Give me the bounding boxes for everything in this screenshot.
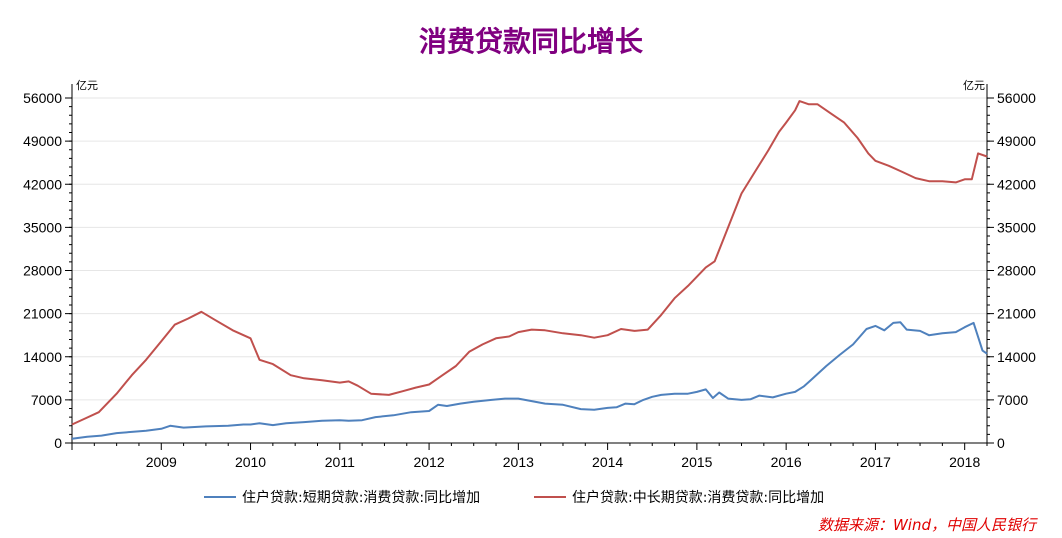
series-layer (71, 100, 988, 440)
x-tick-label-6: 2015 (681, 454, 712, 470)
x-tick-label-5: 2014 (592, 454, 623, 470)
y-tick-label-right-1: 7000 (997, 392, 1028, 408)
source-note: 数据来源：Wind，中国人民银行 (817, 516, 1036, 534)
x-tick-label-2: 2011 (325, 454, 355, 470)
legend-label-short-term: 住户贷款:短期贷款:消费贷款:同比增加 (242, 490, 481, 506)
chart-title: 消费贷款同比增长 (418, 25, 643, 58)
y-tick-label-right-0: 0 (997, 435, 1005, 451)
axes-layer: 0 0 7000 7000 14000 14000 21000 21000 28000 28000… (23, 84, 1036, 470)
y-axis-unit-right: 亿元 (963, 79, 985, 92)
legend-item-short-term: 住户贷款:短期贷款:消费贷款:同比增加 (204, 487, 480, 507)
legend-label-long-term: 住户贷款:中长期贷款:消费贷款:同比增加 (572, 490, 825, 506)
y-tick-label-left-8: 56000 (23, 90, 62, 106)
y-tick-label-right-8: 56000 (997, 90, 1036, 106)
x-tick-label-0: 2009 (146, 454, 177, 470)
grid-layer (72, 97, 987, 401)
y-tick-label-right-5: 35000 (997, 219, 1036, 235)
series-line-1 (71, 100, 988, 426)
y-tick-label-left-3: 21000 (23, 306, 62, 322)
y-tick-label-left-6: 42000 (23, 176, 62, 192)
y-tick-label-left-1: 7000 (31, 392, 62, 408)
y-tick-label-left-5: 35000 (23, 219, 62, 235)
legend-swatch-short-term (204, 496, 236, 498)
y-tick-label-left-0: 0 (54, 435, 62, 451)
y-tick-label-right-6: 42000 (997, 176, 1036, 192)
x-tick-label-1: 2010 (235, 454, 266, 470)
series-line-0 (71, 321, 988, 440)
x-tick-label-9: 2018 (949, 454, 980, 470)
x-tick-label-3: 2012 (413, 454, 444, 470)
x-tick-label-4: 2013 (503, 454, 534, 470)
legend-item-long-term: 住户贷款:中长期贷款:消费贷款:同比增加 (534, 487, 824, 507)
y-tick-label-right-4: 28000 (997, 263, 1036, 279)
y-tick-label-left-7: 49000 (23, 133, 62, 149)
y-tick-label-left-2: 14000 (23, 349, 62, 365)
x-tick-label-7: 2016 (771, 454, 802, 470)
y-tick-label-right-2: 14000 (997, 349, 1036, 365)
y-tick-label-left-4: 28000 (23, 263, 62, 279)
legend-swatch-long-term (534, 496, 566, 498)
y-tick-label-right-3: 21000 (997, 306, 1036, 322)
y-axis-unit-left: 亿元 (76, 79, 98, 92)
x-tick-label-8: 2017 (860, 454, 891, 470)
y-tick-label-right-7: 49000 (997, 133, 1036, 149)
